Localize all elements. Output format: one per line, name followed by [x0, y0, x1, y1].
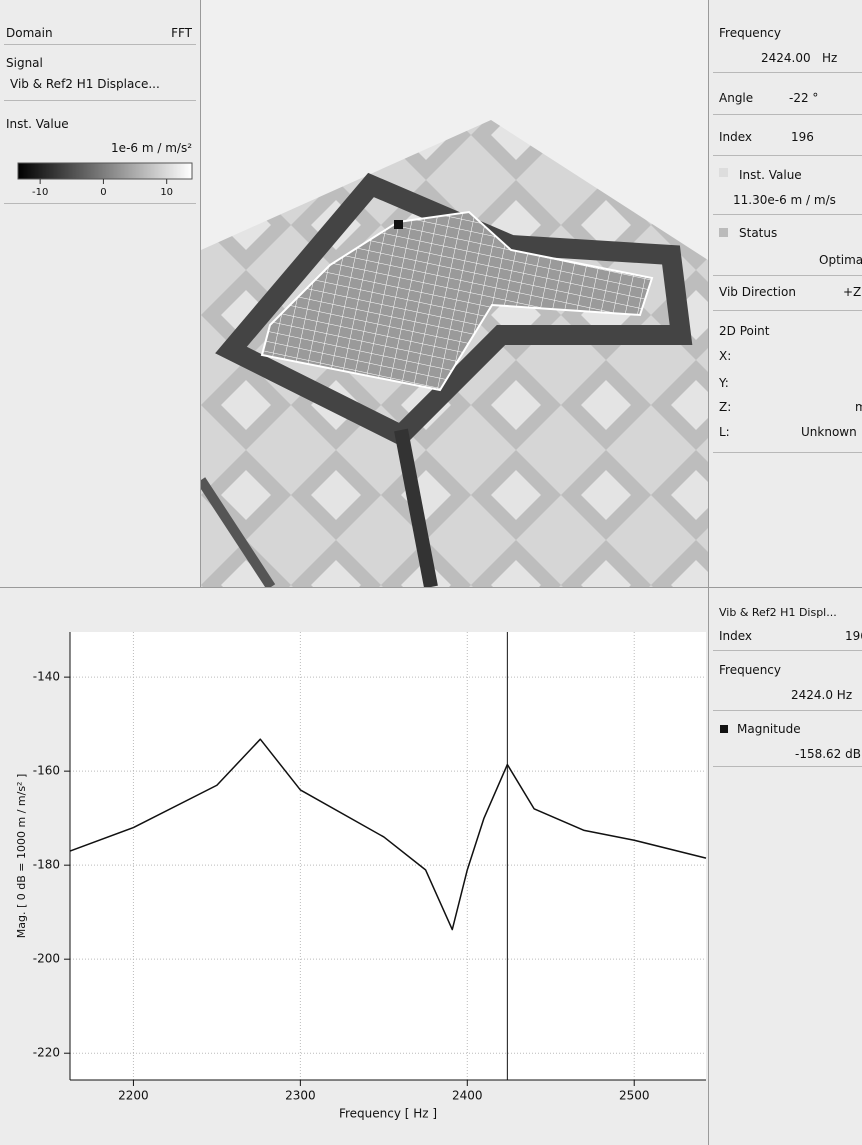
label: Signal — [6, 56, 43, 70]
value: 2424.00 — [761, 51, 811, 65]
value: +Z — [843, 285, 861, 299]
value: 11.30e-6 m / m/s — [733, 193, 836, 207]
separator — [713, 650, 862, 651]
value: -158.62 dB — [795, 747, 861, 761]
value[interactable]: Vib & Ref2 H1 Displace... — [10, 77, 160, 91]
legend-label: Magnitude — [737, 722, 801, 736]
x-tick-label: 2500 — [619, 1089, 650, 1103]
value: Unknown — [801, 425, 857, 439]
label: X: — [719, 349, 731, 363]
legend-swatch — [720, 725, 728, 733]
separator — [713, 114, 862, 115]
value: FFT — [100, 26, 192, 40]
separator — [713, 452, 862, 453]
separator — [713, 710, 862, 711]
colorbar: -10 0 10 — [0, 155, 200, 205]
y-tick-label: -220 — [33, 1046, 60, 1060]
label: Vib Direction — [719, 285, 796, 299]
label: Frequency — [719, 663, 781, 677]
value: 196 — [845, 629, 862, 643]
separator — [713, 766, 862, 767]
unit: Hz — [822, 51, 837, 65]
value: 2424.0 Hz — [791, 688, 852, 702]
y-tick-label: -140 — [33, 670, 60, 684]
label: Index — [719, 130, 752, 144]
label: Frequency — [719, 26, 781, 40]
label: Y: — [719, 376, 729, 390]
label: Status — [739, 226, 777, 240]
colorbar-tick-label: 0 — [100, 187, 106, 198]
x-tick-label: 2200 — [118, 1089, 149, 1103]
checkbox[interactable] — [719, 168, 728, 177]
separator — [713, 214, 862, 215]
y-tick-label: -160 — [33, 764, 60, 778]
value: 196 — [791, 130, 814, 144]
separator — [713, 72, 862, 73]
info-panel: Frequency 2424.00 Hz Angle -22 ° Index 1… — [709, 0, 862, 587]
3d-view — [201, 0, 708, 587]
unit: 1e-6 m / m/s² — [60, 141, 192, 155]
checkbox[interactable] — [719, 228, 728, 237]
separator — [713, 155, 862, 156]
label: Index — [719, 629, 752, 643]
value: m — [855, 400, 862, 414]
y-axis-label: Mag. [ 0 dB = 1000 m / m/s² ] — [15, 774, 28, 938]
colorbar-gradient — [18, 163, 192, 179]
label: Inst. Value — [739, 168, 802, 182]
label: 2D Point — [719, 324, 769, 338]
label: Domain — [6, 26, 53, 40]
value: -22 ° — [789, 91, 818, 105]
colorbar-tick-label: 10 — [160, 187, 173, 198]
app-window: Domain FFT Signal Vib & Ref2 H1 Displace… — [0, 0, 862, 1145]
chart: -140 -160 -180 -200 -220 2200 2300 2400 2500 Freq… — [0, 588, 708, 1145]
label: Z: — [719, 400, 731, 414]
x-tick-label: 2400 — [452, 1089, 483, 1103]
plot-area — [70, 632, 706, 1080]
separator — [4, 203, 196, 204]
separator — [713, 310, 862, 311]
separator — [4, 100, 196, 101]
y-tick-label: -180 — [33, 858, 60, 872]
value: Optima — [819, 253, 862, 267]
x-axis-label: Frequency [ Hz ] — [339, 1107, 437, 1121]
colorbar-tick-label: -10 — [32, 187, 48, 198]
label: Angle — [719, 91, 753, 105]
x-tick-label: 2300 — [285, 1089, 316, 1103]
separator — [713, 275, 862, 276]
label: L: — [719, 425, 730, 439]
label: Inst. Value — [6, 117, 69, 131]
title: Vib & Ref2 H1 Displ... — [719, 606, 837, 620]
marker — [394, 220, 403, 229]
cursor-panel: Vib & Ref2 H1 Displ... Index 196 Frequen… — [709, 588, 862, 1145]
separator — [4, 44, 196, 45]
y-tick-label: -200 — [33, 952, 60, 966]
